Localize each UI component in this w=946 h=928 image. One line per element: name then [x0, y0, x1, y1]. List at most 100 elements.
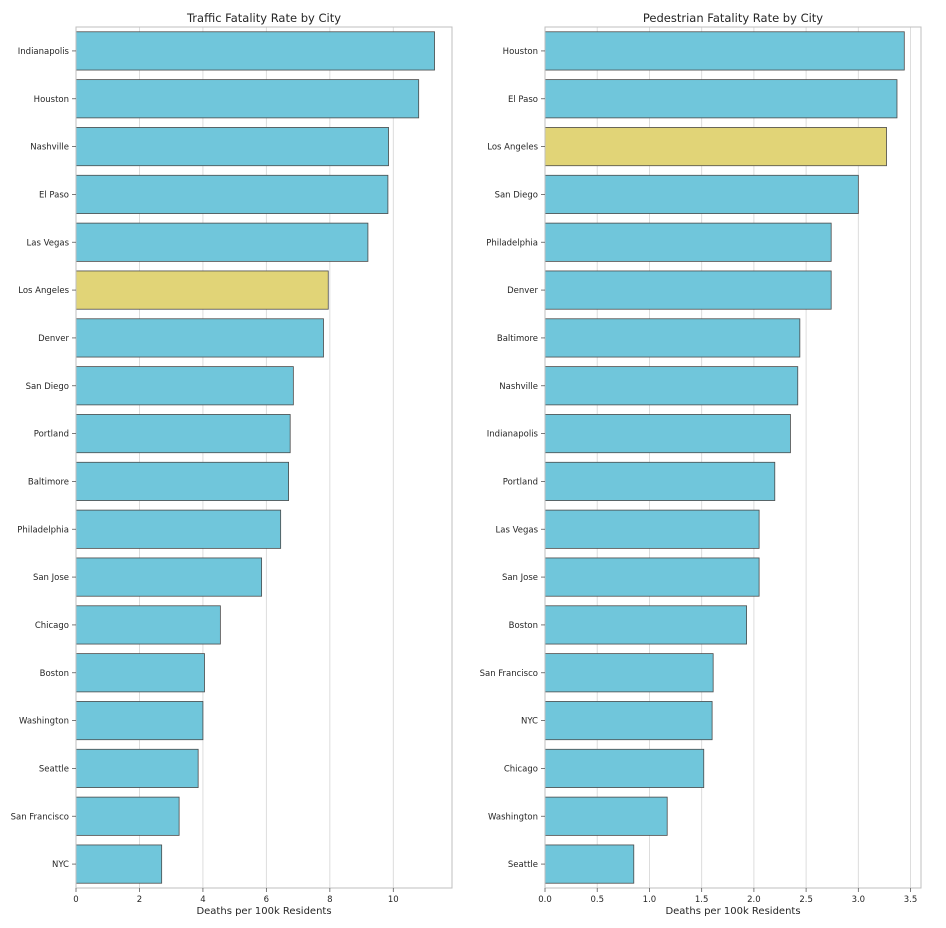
x-tick-label: 2: [137, 895, 142, 905]
x-tick-label: 8: [327, 895, 332, 905]
bar-nyc: [544, 701, 713, 741]
bar-san-diego: [544, 174, 859, 214]
category-label: Houston: [503, 47, 538, 57]
bar-baltimore: [75, 461, 289, 501]
bar-washington: [75, 701, 204, 741]
x-tick-label: 3.5: [904, 895, 918, 905]
chart-title: Traffic Fatality Rate by City: [186, 11, 341, 25]
category-label: NYC: [521, 717, 538, 727]
category-label: Los Angeles: [18, 286, 69, 296]
bar-san-diego: [75, 366, 294, 406]
chart-title: Pedestrian Fatality Rate by City: [643, 11, 823, 25]
bar-las-vegas: [75, 222, 369, 262]
bar-indianapolis: [544, 414, 791, 454]
bar-el-paso: [544, 79, 898, 119]
x-tick-label: 1.0: [643, 895, 657, 905]
category-label: Philadelphia: [486, 238, 538, 248]
category-label: Washington: [488, 812, 538, 822]
category-label: El Paso: [508, 95, 538, 105]
bar-portland: [544, 461, 776, 501]
category-label: NYC: [52, 860, 69, 870]
bar-el-paso: [75, 174, 389, 214]
bar-nashville: [75, 127, 389, 167]
bar-nashville: [544, 366, 799, 406]
x-tick-label: 1.5: [695, 895, 709, 905]
bar-san-francisco: [75, 796, 180, 836]
x-tick-label: 2.5: [799, 895, 813, 905]
x-axis: 0.0 0.5 1.0 1.5 2.0 2.5 3.0 3.5: [538, 888, 917, 905]
x-tick-label: 4: [200, 895, 205, 905]
category-label: Seattle: [508, 860, 538, 870]
bar-boston: [544, 605, 747, 645]
bar-chicago: [544, 748, 705, 788]
bar-houston: [75, 79, 420, 119]
category-label: San Diego: [495, 190, 538, 200]
bar-philadelphia: [544, 222, 832, 262]
category-label: Nashville: [499, 382, 538, 392]
bar-washington: [544, 796, 668, 836]
bar-denver: [544, 270, 832, 310]
bar-chicago: [75, 605, 221, 645]
bar-seattle: [544, 844, 635, 884]
bar-los-angeles: [75, 270, 329, 310]
bar-denver: [75, 318, 324, 358]
category-label: San Jose: [33, 573, 69, 583]
category-label: Boston: [509, 621, 538, 631]
bar-los-angeles: [544, 127, 887, 167]
category-label: Houston: [34, 95, 69, 105]
category-label: San Diego: [26, 382, 69, 392]
bar-baltimore: [544, 318, 801, 358]
x-axis-label: Deaths per 100k Residents: [196, 906, 331, 917]
category-label: Portland: [503, 477, 538, 487]
bar-indianapolis: [75, 31, 435, 71]
x-tick-label: 0.5: [590, 895, 604, 905]
bar-philadelphia: [75, 509, 282, 549]
plot-frame: [544, 26, 922, 889]
bar-portland: [75, 414, 291, 454]
x-tick-label: 2.0: [747, 895, 761, 905]
category-label: Baltimore: [28, 477, 69, 487]
pedestrian-chart-panel: Pedestrian Fatality Rate by City Deaths …: [480, 11, 922, 917]
x-axis-label: Deaths per 100k Residents: [665, 906, 800, 917]
category-label: Las Vegas: [496, 525, 539, 535]
category-label: Chicago: [35, 621, 69, 631]
category-label: Boston: [40, 669, 69, 679]
category-label: Chicago: [504, 764, 538, 774]
category-label: El Paso: [39, 190, 69, 200]
x-tick-label: 6: [264, 895, 269, 905]
bar-san-jose: [75, 557, 263, 597]
bar-boston: [75, 653, 205, 693]
category-label: San Jose: [502, 573, 538, 583]
category-label: Baltimore: [497, 334, 538, 344]
category-label: Nashville: [30, 143, 69, 153]
category-label: Indianapolis: [18, 47, 70, 57]
bars: [75, 31, 435, 884]
bar-san-jose: [544, 557, 760, 597]
category-label: Los Angeles: [487, 143, 538, 153]
x-tick-label: 0.0: [538, 895, 552, 905]
category-label: Washington: [19, 717, 69, 727]
category-label: Las Vegas: [27, 238, 70, 248]
bar-nyc: [75, 844, 163, 884]
category-label: San Francisco: [480, 669, 538, 679]
traffic-chart-panel: Traffic Fatality Rate by City Deaths per…: [11, 11, 453, 917]
y-axis: Houston El Paso Los Angeles San Diego Philad…: [480, 47, 545, 870]
category-label: San Francisco: [11, 812, 69, 822]
x-tick-label: 0: [73, 895, 78, 905]
category-label: Indianapolis: [487, 430, 539, 440]
category-label: Denver: [38, 334, 69, 344]
y-axis: Indianapolis Houston Nashville El Paso Las V…: [11, 47, 76, 870]
category-label: Philadelphia: [17, 525, 69, 535]
category-label: Portland: [34, 430, 69, 440]
bars: [544, 31, 905, 884]
category-label: Denver: [507, 286, 538, 296]
bar-seattle: [75, 748, 199, 788]
category-label: Seattle: [39, 764, 69, 774]
bar-las-vegas: [544, 509, 760, 549]
x-tick-label: 10: [388, 895, 399, 905]
x-tick-label: 3.0: [852, 895, 866, 905]
bar-san-francisco: [544, 653, 714, 693]
x-axis: 0 2 4 6 8 10: [73, 888, 399, 905]
plot-frame: [75, 26, 453, 889]
